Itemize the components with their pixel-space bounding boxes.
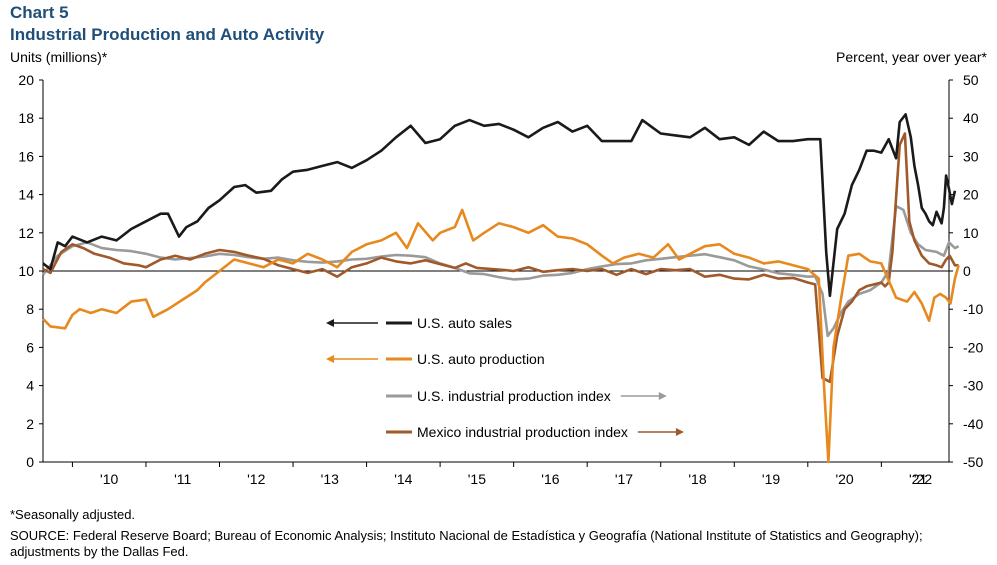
left-tick-label: 10 (18, 263, 34, 279)
legend-label-u-s-auto-sales: U.S. auto sales (417, 315, 512, 331)
right-tick-label: 10 (963, 225, 979, 241)
legend-arrowhead-u-s-auto-production (326, 355, 334, 363)
series-line-u-s-auto-sales (42, 113, 957, 298)
legend-label-u-s-industrial-production-index: U.S. industrial production index (417, 388, 611, 404)
left-tick-label: 18 (18, 110, 34, 126)
x-tick-label: '20 (835, 471, 853, 487)
x-tick-label: '22 (914, 471, 932, 487)
right-tick-label: -10 (963, 301, 983, 317)
right-tick-label: -20 (963, 339, 983, 355)
left-tick-label: 0 (26, 454, 34, 470)
x-tick-label: '10 (100, 471, 118, 487)
series-line-mexico-industrial-production-index (42, 132, 959, 384)
right-axis-unit-label: Percent, year over year* (836, 49, 987, 65)
right-tick-label: 20 (963, 187, 979, 203)
chart-title: Industrial Production and Auto Activity (10, 25, 325, 44)
x-tick-label: '15 (468, 471, 486, 487)
right-tick-label: 40 (963, 110, 979, 126)
legend-arrowhead-mexico-industrial-production-index (675, 428, 684, 436)
left-axis-unit-label: Units (millions)* (10, 49, 108, 65)
legend-label-u-s-auto-production: U.S. auto production (417, 351, 545, 367)
x-tick-label: '12 (247, 471, 265, 487)
x-tick-label: '18 (688, 471, 706, 487)
legend-label-mexico-industrial-production-index: Mexico industrial production index (417, 424, 628, 440)
right-tick-label: 0 (963, 263, 971, 279)
left-tick-label: 6 (26, 339, 34, 355)
right-tick-label: 50 (963, 72, 979, 88)
source-note: SOURCE: Federal Reserve Board; Bureau of… (10, 528, 923, 559)
left-tick-label: 20 (18, 72, 34, 88)
series-line-u-s-industrial-production-index (41, 204, 960, 338)
left-tick-label: 4 (26, 378, 34, 394)
legend-arrowhead-u-s-auto-sales (326, 319, 334, 327)
right-tick-label: -50 (963, 454, 983, 470)
x-tick-label: '21 (909, 471, 927, 487)
x-tick-label: '14 (394, 471, 412, 487)
x-tick-label: '16 (541, 471, 559, 487)
right-tick-label: -40 (963, 416, 983, 432)
footnote: *Seasonally adjusted. (10, 507, 136, 522)
x-tick-label: '19 (762, 471, 780, 487)
right-tick-label: -30 (963, 378, 983, 394)
left-tick-label: 2 (26, 416, 34, 432)
chart-number: Chart 5 (10, 3, 69, 22)
x-tick-label: '17 (615, 471, 633, 487)
left-tick-label: 12 (18, 225, 34, 241)
x-tick-label: '13 (321, 471, 339, 487)
legend-arrowhead-u-s-industrial-production-index (658, 392, 667, 400)
left-tick-label: 8 (26, 301, 34, 317)
series-line-u-s-auto-production (42, 208, 960, 464)
left-tick-label: 16 (18, 148, 34, 164)
left-tick-label: 14 (18, 187, 34, 203)
x-tick-label: '11 (174, 471, 191, 487)
right-tick-label: 30 (963, 148, 979, 164)
